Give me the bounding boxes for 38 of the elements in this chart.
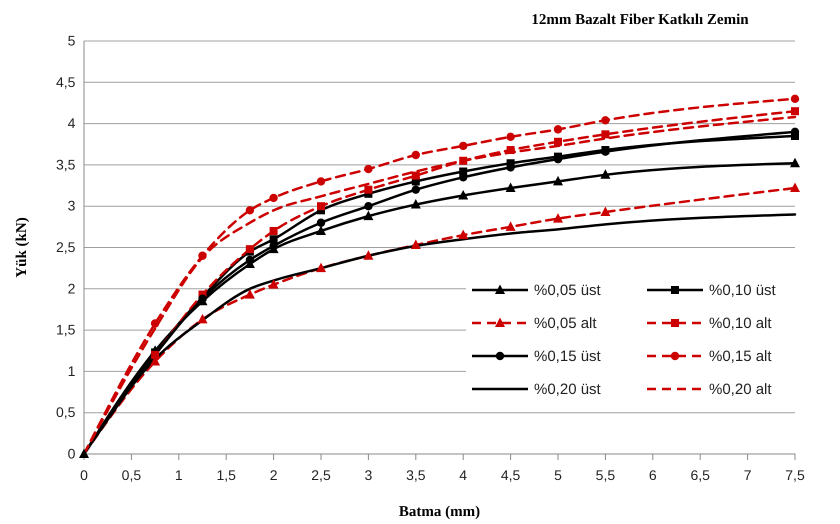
y-tick-label: 1	[68, 362, 76, 379]
x-tick-label: 0	[80, 466, 88, 483]
y-tick-label: 0	[68, 445, 76, 462]
x-tick-label: 1	[174, 466, 183, 483]
legend-label: %0,05 üst	[534, 282, 602, 299]
x-tick-label: 0,5	[122, 466, 142, 483]
x-axis-title: Batma (mm)	[398, 504, 480, 520]
x-tick-label: 7	[744, 466, 752, 483]
x-tick-label: 3	[364, 466, 372, 483]
chart-title: 12mm Bazalt Fiber Katkılı Zemin	[531, 12, 750, 28]
y-tick-label: 3	[68, 198, 76, 214]
y-tick-label: 4	[68, 115, 76, 132]
x-tick-label: 1,5	[216, 466, 236, 483]
x-tick-label: 5	[554, 466, 562, 483]
legend-label: %0,05 alt	[534, 315, 598, 332]
x-tick-label: 5,5	[596, 466, 616, 483]
legend-label: %0,10 üst	[709, 282, 777, 299]
x-tick-label: 6,5	[690, 466, 710, 483]
y-tick-label: 4,5	[56, 74, 76, 90]
legend-label: %0,15 üst	[534, 348, 602, 365]
y-tick-label: 1,5	[56, 322, 76, 338]
legend-label: %0,10 alt	[709, 315, 772, 332]
legend-label: %0,15 alt	[709, 348, 772, 365]
y-tick-label: 2	[68, 280, 76, 296]
x-tick-label: 2,5	[311, 466, 331, 483]
y-axis-title: Yük (kN)	[14, 217, 30, 278]
x-tick-label: 3,5	[406, 466, 426, 483]
y-tick-label: 0,5	[56, 404, 76, 420]
x-tick-label: 6	[648, 466, 657, 483]
x-tick-label: 4	[459, 466, 468, 483]
y-tick-label: 3,5	[56, 156, 76, 172]
legend-label: %0,20 alt	[709, 381, 772, 398]
x-tick-label: 4,5	[500, 466, 521, 483]
y-tick-label: 5	[68, 32, 76, 48]
x-tick-label: 2	[270, 466, 278, 483]
y-tick-label: 2,5	[56, 238, 76, 255]
x-tick-label: 7,5	[785, 466, 805, 483]
legend-label: %0,20 üst	[534, 381, 602, 398]
